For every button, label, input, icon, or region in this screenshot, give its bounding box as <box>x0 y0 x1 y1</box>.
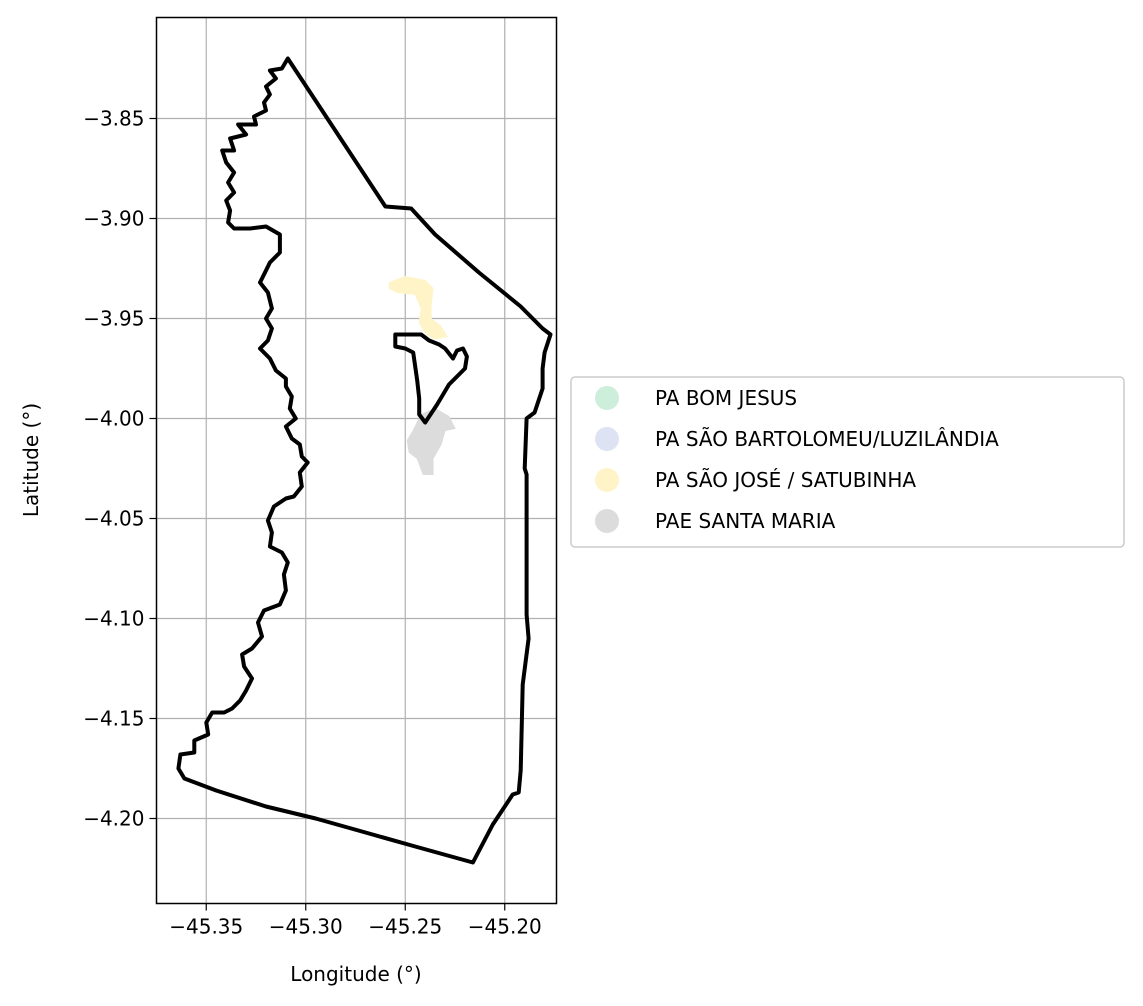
legend-frame <box>570 376 1125 548</box>
y-tick-label: −3.90 <box>83 207 144 231</box>
legend: PA BOM JESUS PA SÃO BARTOLOMEU/LUZILÂNDIA… <box>570 376 1125 548</box>
y-tick-label: −4.15 <box>83 707 144 731</box>
legend-items: PA BOM JESUS PA SÃO BARTOLOMEU/LUZILÂNDIA… <box>595 386 999 533</box>
y-axis-label: Latitude (°) <box>19 403 43 517</box>
y-tick-label: −4.00 <box>83 407 144 431</box>
gridlines <box>156 17 557 904</box>
region-pae-santa-maria <box>406 407 456 475</box>
y-tick-label: −3.95 <box>83 307 144 331</box>
tick-labels-layer: −45.35 −45.30 −45.25 −45.20 −3.85 −3.90 −3.95 −… <box>83 107 542 939</box>
legend-marker <box>595 386 619 410</box>
legend-marker <box>595 509 619 533</box>
boundaries-layer <box>176 56 553 865</box>
x-tick-label: −45.20 <box>468 915 542 939</box>
enclave-boundary <box>393 332 469 425</box>
y-tick-label: −3.85 <box>83 107 144 131</box>
plot-frame <box>155 16 558 905</box>
ticks-layer <box>149 117 506 911</box>
legend-label: PA SÃO JOSÉ / SATUBINHA <box>655 468 916 492</box>
legend-label: PA BOM JESUS <box>655 386 797 410</box>
y-tick-label: −4.20 <box>83 807 144 831</box>
municipality-boundary <box>176 56 553 865</box>
regions-layer <box>388 275 456 475</box>
y-tick-label: −4.05 <box>83 507 144 531</box>
x-tick-label: −45.30 <box>269 915 343 939</box>
legend-label: PAE SANTA MARIA <box>655 509 836 533</box>
x-axis-label: Longitude (°) <box>290 962 421 986</box>
x-tick-label: −45.25 <box>368 915 442 939</box>
y-tick-label: −4.10 <box>83 607 144 631</box>
x-tick-label: −45.35 <box>169 915 243 939</box>
region-pa-s-o-jos-satubinha <box>388 275 448 339</box>
legend-marker <box>595 427 619 451</box>
legend-marker <box>595 468 619 492</box>
legend-label: PA SÃO BARTOLOMEU/LUZILÂNDIA <box>655 427 999 451</box>
